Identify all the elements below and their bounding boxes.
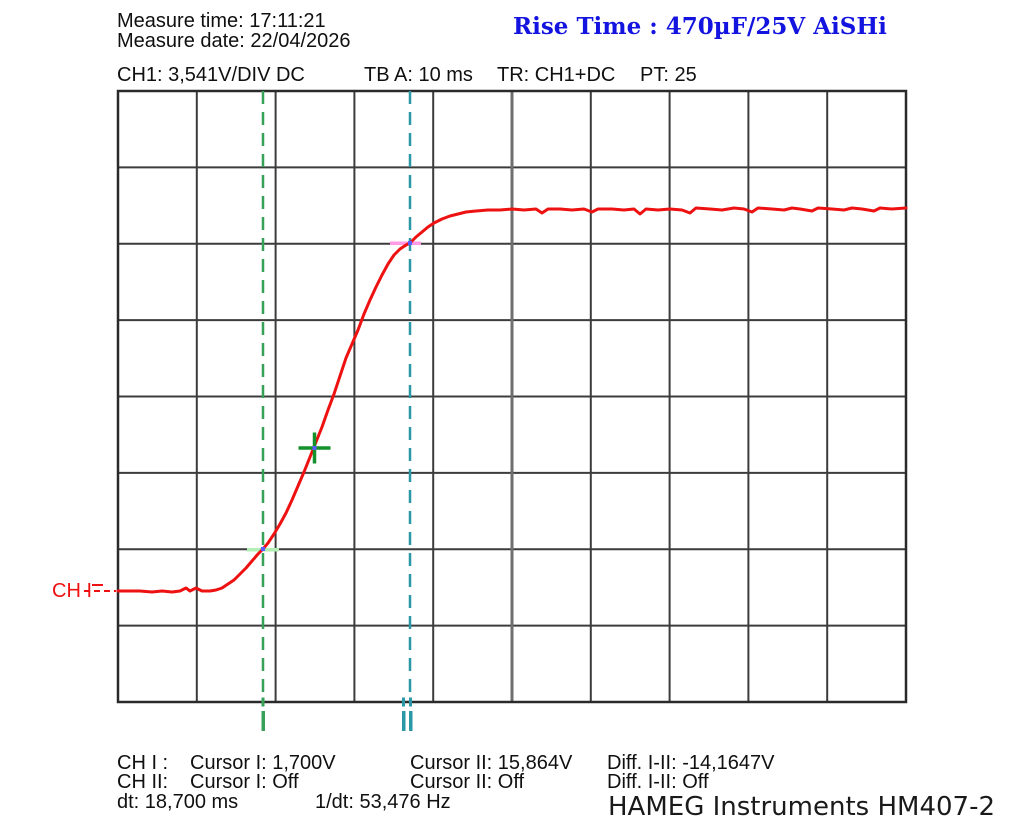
measure-date-text: Measure date: 22/04/2026 xyxy=(117,30,351,52)
measurement-dot xyxy=(261,547,265,551)
readout-ch1-diff: Diff. I-II: -14,1647V xyxy=(607,752,775,774)
pretrigger-text: PT: 25 xyxy=(640,64,697,86)
waveform-trace xyxy=(116,206,908,594)
cursor-1-marker-bar xyxy=(261,711,265,731)
timebase-text: TB A: 10 ms xyxy=(364,64,473,86)
readout-ch2-diff: Diff. I-II: Off xyxy=(607,771,709,793)
readout-dt: dt: 18,700 ms xyxy=(117,791,239,813)
readout-ch1-cursor1: Cursor I: 1,700V xyxy=(190,752,336,774)
ch1-settings-text: CH1: 3,541V/DIV DC xyxy=(117,64,305,86)
readout-ch2-cursor1: Cursor I: Off xyxy=(190,771,299,793)
cursor-2-marker-bar xyxy=(409,711,413,731)
readout-ch1-cursor2: Cursor II: 15,864V xyxy=(410,752,573,774)
annotation-title: Rise Time : 470µF/25V AiSHi xyxy=(513,13,887,40)
cursor-2-border-tick xyxy=(402,697,405,707)
measurement-dot xyxy=(312,446,317,450)
readout-ch2-cursor2: Cursor II: Off xyxy=(410,771,525,793)
cursor-2-crossing-highlight xyxy=(390,241,421,245)
trigger-text: TR: CH1+DC xyxy=(497,64,616,86)
measure-time-text: Measure time: 17:11:21 xyxy=(117,10,326,32)
graticule-border xyxy=(116,89,908,704)
instrument-name-text: HAMEG Instruments HM407-2 xyxy=(608,792,996,822)
readout-inv-dt: 1/dt: 53,476 Hz xyxy=(315,791,451,813)
measurement-dot xyxy=(408,241,412,245)
readout-ch1-label: CH I : xyxy=(117,752,169,774)
cursor-1-border-tick xyxy=(261,697,265,707)
readout-ch2-label: CH II: xyxy=(117,771,169,793)
cursor-2-border-tick xyxy=(409,697,412,707)
cursor-2-marker-bar xyxy=(402,711,406,731)
